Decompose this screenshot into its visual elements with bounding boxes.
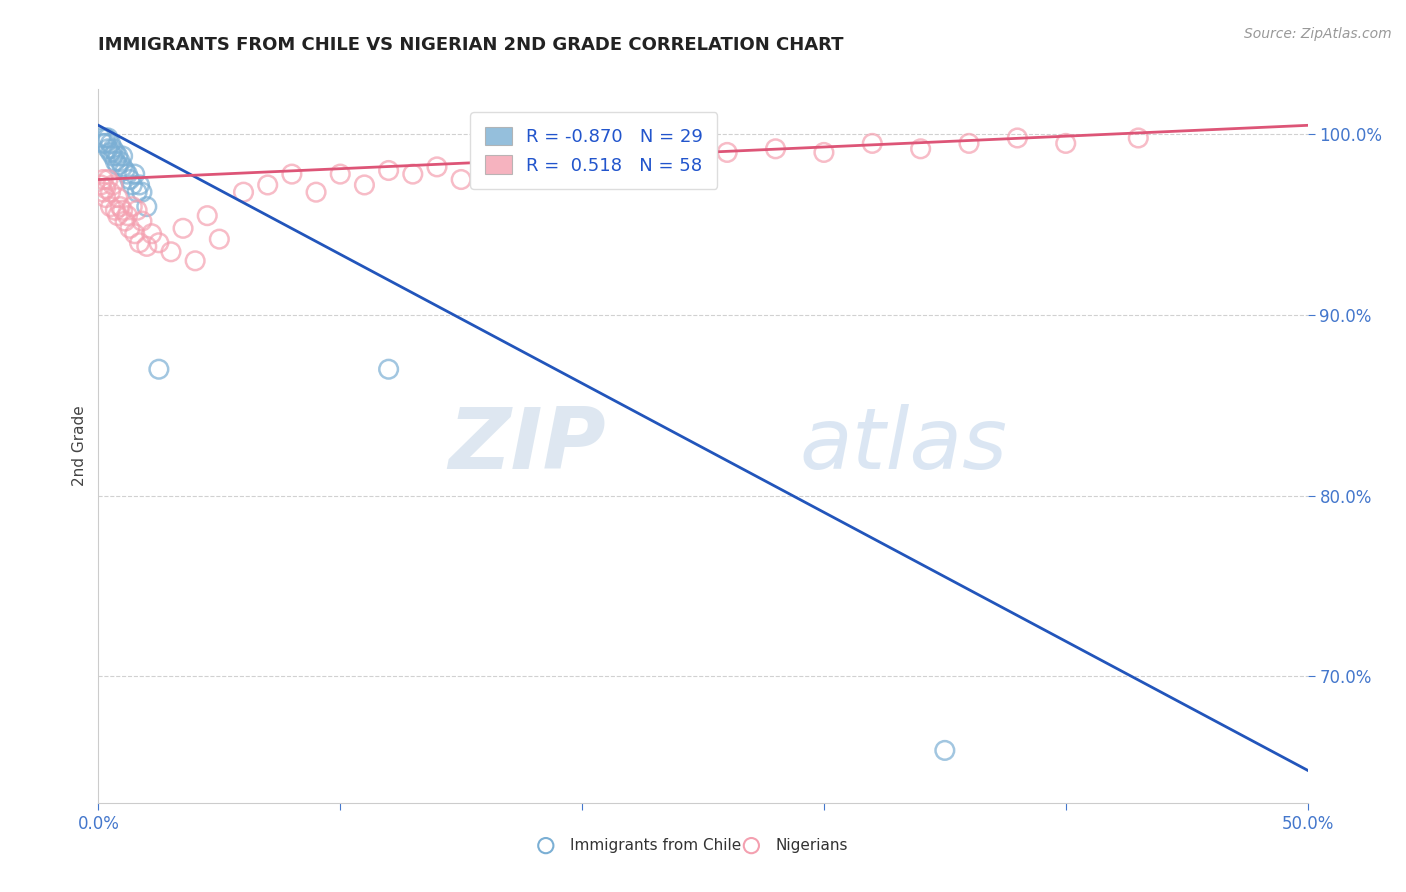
Point bbox=[108, 154, 131, 169]
Point bbox=[100, 200, 122, 214]
Point bbox=[523, 154, 546, 169]
Point bbox=[107, 209, 129, 223]
Point bbox=[111, 149, 134, 163]
Point bbox=[90, 178, 112, 192]
Point bbox=[1128, 131, 1150, 145]
Point bbox=[128, 235, 150, 250]
Point bbox=[184, 253, 207, 268]
Text: IMMIGRANTS FROM CHILE VS NIGERIAN 2ND GRADE CORRELATION CHART: IMMIGRANTS FROM CHILE VS NIGERIAN 2ND GR… bbox=[98, 36, 844, 54]
Point bbox=[450, 172, 472, 186]
Point bbox=[117, 167, 139, 181]
Y-axis label: 2nd Grade: 2nd Grade bbox=[72, 406, 87, 486]
Point bbox=[160, 244, 183, 259]
Point bbox=[305, 185, 328, 199]
Point bbox=[97, 131, 120, 145]
Point bbox=[377, 362, 399, 376]
Point bbox=[124, 167, 146, 181]
Point bbox=[111, 160, 134, 174]
Point bbox=[97, 142, 120, 156]
Point bbox=[329, 167, 352, 181]
Point bbox=[135, 200, 157, 214]
Point bbox=[100, 136, 122, 151]
Point bbox=[94, 181, 117, 195]
Point bbox=[148, 362, 170, 376]
Point bbox=[208, 232, 231, 246]
Point bbox=[426, 160, 449, 174]
Point bbox=[1007, 131, 1029, 145]
Point bbox=[104, 203, 127, 218]
Point bbox=[104, 154, 127, 169]
Point bbox=[547, 163, 569, 178]
Point bbox=[131, 185, 153, 199]
Point bbox=[91, 172, 114, 186]
Point bbox=[402, 167, 425, 181]
Point bbox=[232, 185, 254, 199]
Point bbox=[94, 136, 117, 151]
Point bbox=[131, 214, 153, 228]
Point bbox=[474, 154, 496, 169]
Point bbox=[118, 172, 141, 186]
Point bbox=[957, 136, 980, 151]
Point bbox=[353, 178, 375, 192]
Point bbox=[668, 149, 690, 163]
Point bbox=[1054, 136, 1077, 151]
Point bbox=[716, 145, 738, 160]
Text: ZIP: ZIP bbox=[449, 404, 606, 488]
Point bbox=[114, 214, 136, 228]
Point bbox=[571, 149, 593, 163]
Point bbox=[90, 131, 112, 145]
Point bbox=[765, 142, 787, 156]
Point bbox=[172, 221, 194, 235]
Point bbox=[101, 178, 124, 192]
Point bbox=[813, 145, 835, 160]
Point bbox=[127, 185, 149, 199]
Point bbox=[256, 178, 278, 192]
Point bbox=[91, 185, 114, 199]
Point bbox=[377, 163, 399, 178]
Point bbox=[91, 136, 114, 151]
Point bbox=[121, 178, 143, 192]
Point bbox=[118, 221, 141, 235]
Point bbox=[281, 167, 304, 181]
Point bbox=[107, 191, 129, 205]
Point bbox=[121, 200, 143, 214]
Point bbox=[141, 227, 163, 241]
Point bbox=[94, 191, 117, 205]
Text: atlas: atlas bbox=[800, 404, 1008, 488]
Point bbox=[127, 203, 149, 218]
Point bbox=[97, 172, 120, 186]
Point bbox=[910, 142, 932, 156]
Point bbox=[644, 145, 666, 160]
Point bbox=[860, 136, 883, 151]
Point bbox=[101, 149, 124, 163]
Point bbox=[108, 200, 131, 214]
Point bbox=[100, 185, 122, 199]
Point bbox=[619, 154, 641, 169]
Point bbox=[101, 142, 124, 156]
Point bbox=[195, 209, 218, 223]
Point bbox=[934, 743, 956, 757]
Point bbox=[100, 145, 122, 160]
Point bbox=[104, 145, 127, 160]
Point bbox=[114, 163, 136, 178]
Point bbox=[128, 178, 150, 192]
Text: Source: ZipAtlas.com: Source: ZipAtlas.com bbox=[1244, 27, 1392, 41]
Point bbox=[107, 149, 129, 163]
Point bbox=[111, 203, 134, 218]
Point bbox=[595, 160, 617, 174]
Legend: R = -0.870   N = 29, R =  0.518   N = 58: R = -0.870 N = 29, R = 0.518 N = 58 bbox=[470, 112, 717, 189]
Point bbox=[124, 227, 146, 241]
Point bbox=[148, 235, 170, 250]
Text: Immigrants from Chile: Immigrants from Chile bbox=[569, 838, 741, 853]
Point bbox=[135, 239, 157, 253]
Text: Nigerians: Nigerians bbox=[776, 838, 848, 853]
Point bbox=[117, 209, 139, 223]
Point bbox=[498, 167, 520, 181]
Point bbox=[94, 131, 117, 145]
Point bbox=[107, 158, 129, 172]
